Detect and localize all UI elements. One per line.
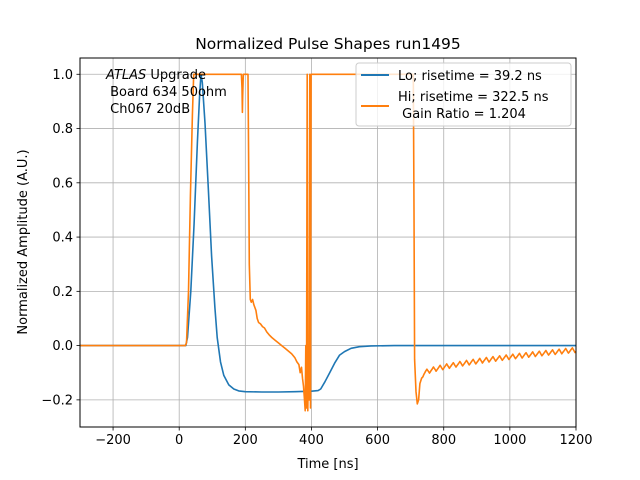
y-tick-label: −0.2	[41, 393, 73, 408]
chart-title: Normalized Pulse Shapes run1495	[195, 35, 461, 53]
y-tick-label: 0.8	[52, 122, 73, 137]
x-tick-label: 800	[431, 433, 456, 448]
x-tick-label: 0	[175, 433, 183, 448]
y-tick-label: 1.0	[52, 68, 73, 83]
y-axis-label: Normalized Amplitude (A.U.)	[16, 149, 31, 334]
x-tick-label: 200	[233, 433, 258, 448]
series-line-hi	[80, 73, 576, 412]
x-tick-label: 600	[365, 433, 390, 448]
legend-box	[355, 62, 572, 127]
series-layer	[80, 73, 576, 412]
y-tick-label: 0.4	[52, 231, 73, 246]
legend: Lo; risetime = 39.2 ns Hi; risetime = 32…	[355, 62, 572, 127]
legend-label-hi-line1: Hi; risetime = 322.5 ns	[398, 90, 549, 105]
y-tick-label: 0.6	[52, 176, 73, 191]
annotation-text: ATLAS Upgrade Board 634 50ohm Ch067 20dB	[105, 68, 227, 117]
annotation-line-1-rest: Upgrade	[146, 68, 206, 83]
y-tick-label: 0.0	[52, 339, 73, 354]
series-line-lo	[80, 73, 576, 393]
y-tick-label: 0.2	[52, 285, 73, 300]
x-tick-label: 1200	[559, 433, 592, 448]
plot-frame	[79, 57, 577, 428]
y-axis-ticks: −0.2 0.0 0.2 0.4 0.6 0.8 1.0	[41, 68, 80, 408]
annotation-italic-word: ATLAS	[105, 68, 146, 83]
x-tick-label: 400	[299, 433, 324, 448]
legend-label-lo: Lo; risetime = 39.2 ns	[398, 69, 542, 84]
annotation-line-3: Ch067 20dB	[106, 102, 190, 117]
x-axis-ticks: −200 0 200 400 600 800 1000 1200	[95, 427, 593, 448]
x-tick-label: 1000	[493, 433, 526, 448]
x-tick-label: −200	[95, 433, 131, 448]
annotation-line-1: ATLAS Upgrade	[105, 68, 206, 83]
annotation-line-2: Board 634 50ohm	[106, 85, 227, 100]
x-axis-label: Time [ns]	[296, 457, 358, 472]
legend-label-hi-line2: Gain Ratio = 1.204	[398, 107, 526, 122]
